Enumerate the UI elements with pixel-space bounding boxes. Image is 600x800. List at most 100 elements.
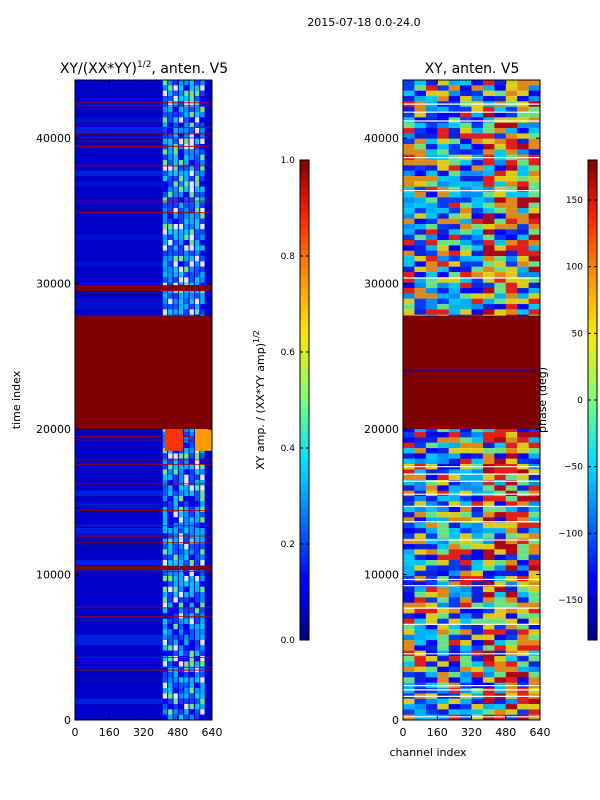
heatmap-cell xyxy=(75,544,163,550)
heatmap-cell xyxy=(517,677,530,684)
heatmap-cell xyxy=(200,490,205,496)
heatmap-cell xyxy=(460,240,472,246)
heatmap-cell xyxy=(403,293,415,300)
colorbar-tick-label: 50 xyxy=(572,329,584,339)
heatmap-cell xyxy=(482,442,495,449)
heatmap-cell xyxy=(448,122,461,129)
heatmap-cell xyxy=(414,437,427,444)
heatmap-cell xyxy=(194,96,200,102)
heatmap-cell xyxy=(403,309,415,316)
heatmap-cell xyxy=(200,117,205,123)
heatmap-cell xyxy=(162,656,168,662)
heatmap-cell xyxy=(189,170,194,176)
heatmap-cell xyxy=(494,688,507,694)
heatmap-cell xyxy=(173,672,178,678)
heatmap-cell xyxy=(414,234,427,241)
heatmap-cell xyxy=(448,570,461,577)
heatmap-cell xyxy=(471,229,484,236)
heatmap-cell xyxy=(189,570,194,576)
heatmap-cell xyxy=(517,90,530,97)
heatmap-cell xyxy=(162,640,168,646)
heatmap-cell xyxy=(173,90,178,96)
heatmap-cell xyxy=(75,634,163,640)
heatmap-cell xyxy=(437,293,450,300)
heatmap-cell xyxy=(178,176,184,182)
heatmap-cell xyxy=(162,576,168,582)
heatmap-cell xyxy=(437,197,450,204)
heatmap-cell xyxy=(517,282,530,289)
heatmap-cell xyxy=(403,160,415,166)
heatmap-cell xyxy=(162,474,168,480)
heatmap-cell xyxy=(162,613,168,619)
heatmap-cell xyxy=(494,298,507,305)
heatmap-cell xyxy=(425,608,438,614)
heatmap-cell xyxy=(528,666,540,673)
colorbar-tick-label: 0.2 xyxy=(281,540,295,550)
heatmap-cell xyxy=(200,576,205,582)
y-tick-label: 10000 xyxy=(36,569,71,582)
heatmap-cell xyxy=(471,442,484,449)
heatmap-cell xyxy=(189,101,194,107)
heatmap-cell xyxy=(494,629,507,636)
figure-suptitle: 2015-07-18 0.0-24.0 xyxy=(307,16,420,29)
heatmap-cell xyxy=(494,538,507,545)
heatmap-cell xyxy=(448,277,461,284)
heatmap-cell xyxy=(414,213,427,220)
heatmap-cell xyxy=(403,288,415,294)
heatmap-cell xyxy=(482,112,495,118)
heatmap-cell xyxy=(505,266,518,273)
heatmap-cell xyxy=(189,426,194,432)
heatmap-cell xyxy=(168,464,173,470)
heatmap-cell xyxy=(189,506,194,512)
heatmap-cell xyxy=(471,165,484,172)
heatmap-cell xyxy=(162,666,168,672)
heatmap-cell xyxy=(448,261,461,268)
heatmap-cell xyxy=(505,192,518,198)
heatmap-cell xyxy=(168,645,173,651)
heatmap-cell xyxy=(528,448,540,454)
heatmap-cell xyxy=(448,170,461,177)
heatmap-cell xyxy=(471,608,484,614)
heatmap-cell xyxy=(189,112,194,118)
heatmap-cell xyxy=(517,298,530,305)
heatmap-cell xyxy=(437,496,450,502)
heatmap-cell xyxy=(448,544,461,550)
heatmap-cell xyxy=(403,229,415,236)
heatmap-cell xyxy=(162,128,168,134)
heatmap-cell xyxy=(494,277,507,284)
heatmap-cell xyxy=(168,85,173,91)
heatmap-cell xyxy=(528,640,540,646)
heatmap-cell xyxy=(425,501,438,508)
heatmap-cell xyxy=(505,602,518,609)
heatmap-cell xyxy=(189,117,194,123)
heatmap-cell xyxy=(200,474,205,480)
heatmap-cell xyxy=(448,165,461,172)
heatmap-cell xyxy=(494,666,507,673)
heatmap-cell xyxy=(200,549,205,555)
heatmap-cell xyxy=(168,661,173,667)
heatmap-cell xyxy=(471,181,484,188)
heatmap-cell xyxy=(460,501,472,508)
heatmap-cell xyxy=(517,666,530,673)
heatmap-cell xyxy=(528,560,540,566)
heatmap-cell xyxy=(194,538,200,544)
heatmap-cell xyxy=(448,560,461,566)
heatmap-cell xyxy=(471,586,484,593)
heatmap-cell xyxy=(494,426,507,433)
heatmap-cell xyxy=(173,202,178,208)
heatmap-cell xyxy=(414,208,427,214)
heatmap-cell xyxy=(517,272,530,278)
heatmap-cell xyxy=(178,576,184,582)
heatmap-cell xyxy=(189,688,194,694)
heatmap-cell xyxy=(403,506,415,513)
heatmap-cell xyxy=(505,293,518,300)
heatmap-cell xyxy=(403,656,415,662)
heatmap-cell xyxy=(403,634,415,641)
heatmap-cell xyxy=(173,234,178,240)
heatmap-cell xyxy=(194,714,200,720)
heatmap-cell xyxy=(437,442,450,449)
heatmap-cell xyxy=(173,186,178,192)
heatmap-cell xyxy=(505,586,518,593)
heatmap-cell xyxy=(528,432,540,438)
heatmap-cell xyxy=(414,144,427,150)
